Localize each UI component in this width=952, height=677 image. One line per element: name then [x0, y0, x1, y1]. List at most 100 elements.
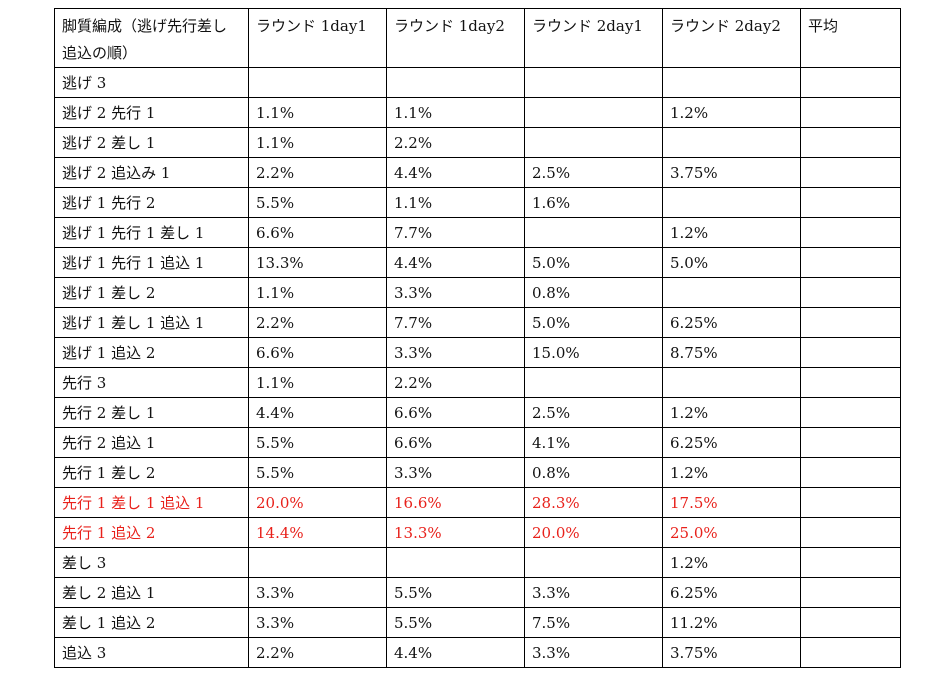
cell-round2-day1	[524, 547, 663, 578]
cell-average	[800, 187, 901, 218]
cell-average	[800, 247, 901, 278]
cell-round2-day2: 5.0%	[662, 247, 801, 278]
header-round2-day1: ラウンド 2day1	[524, 8, 663, 68]
table-row: 追込 3 2.2% 4.4% 3.3% 3.75%	[54, 637, 901, 668]
table-row: 先行 2 差し 1 4.4% 6.6% 2.5% 1.2%	[54, 397, 901, 428]
cell-round1-day1: 20.0%	[248, 487, 387, 518]
cell-round1-day2: 3.3%	[386, 337, 525, 368]
header-round1-day2: ラウンド 1day2	[386, 8, 525, 68]
header-average: 平均	[800, 8, 901, 68]
cell-round1-day2: 3.3%	[386, 277, 525, 308]
cell-average	[800, 157, 901, 188]
cell-average	[800, 337, 901, 368]
cell-average	[800, 487, 901, 518]
cell-round1-day1	[248, 67, 387, 98]
formation-label: 差し 1 追込 2	[54, 607, 249, 638]
cell-round1-day2: 6.6%	[386, 427, 525, 458]
cell-round2-day1: 20.0%	[524, 517, 663, 548]
cell-round1-day1: 3.3%	[248, 577, 387, 608]
cell-round1-day2	[386, 67, 525, 98]
cell-average	[800, 427, 901, 458]
formation-label: 差し 2 追込 1	[54, 577, 249, 608]
cell-round2-day2	[662, 277, 801, 308]
cell-round1-day1: 6.6%	[248, 217, 387, 248]
table-row: 先行 1 差し 2 5.5% 3.3% 0.8% 1.2%	[54, 457, 901, 488]
table-row: 差し 1 追込 2 3.3% 5.5% 7.5% 11.2%	[54, 607, 901, 638]
cell-round2-day2: 8.75%	[662, 337, 801, 368]
formation-label: 追込 3	[54, 637, 249, 668]
cell-average	[800, 457, 901, 488]
table-row: 先行 2 追込 1 5.5% 6.6% 4.1% 6.25%	[54, 427, 901, 458]
formation-label: 先行 1 差し 1 追込 1	[54, 487, 249, 518]
table-row: 逃げ 1 追込 2 6.6% 3.3% 15.0% 8.75%	[54, 337, 901, 368]
header-round1-day1: ラウンド 1day1	[248, 8, 387, 68]
formation-label: 逃げ 1 先行 2	[54, 187, 249, 218]
cell-average	[800, 217, 901, 248]
table-row: 先行 1 差し 1 追込 1 20.0% 16.6% 28.3% 17.5%	[54, 487, 901, 518]
table-row: 逃げ 1 差し 1 追込 1 2.2% 7.7% 5.0% 6.25%	[54, 307, 901, 338]
cell-round1-day2: 4.4%	[386, 157, 525, 188]
header-formation: 脚質編成（逃げ先行差し追込の順）	[54, 8, 249, 68]
cell-round2-day2: 3.75%	[662, 637, 801, 668]
table-row: 差し 3 1.2%	[54, 547, 901, 578]
formation-label: 逃げ 2 追込み 1	[54, 157, 249, 188]
cell-round2-day2: 1.2%	[662, 97, 801, 128]
cell-round1-day1: 2.2%	[248, 307, 387, 338]
cell-round2-day1: 5.0%	[524, 307, 663, 338]
cell-round1-day2: 13.3%	[386, 517, 525, 548]
cell-round1-day1: 5.5%	[248, 457, 387, 488]
cell-round2-day2: 6.25%	[662, 307, 801, 338]
cell-round1-day1: 14.4%	[248, 517, 387, 548]
cell-round2-day2: 17.5%	[662, 487, 801, 518]
table-row: 逃げ 1 先行 1 差し 1 6.6% 7.7% 1.2%	[54, 217, 901, 248]
cell-round1-day2: 3.3%	[386, 457, 525, 488]
cell-round2-day1: 4.1%	[524, 427, 663, 458]
cell-round2-day1: 0.8%	[524, 277, 663, 308]
cell-round1-day1	[248, 547, 387, 578]
cell-round2-day2	[662, 367, 801, 398]
cell-round2-day2: 6.25%	[662, 577, 801, 608]
cell-round2-day2: 1.2%	[662, 457, 801, 488]
cell-round1-day2: 6.6%	[386, 397, 525, 428]
cell-round1-day2: 2.2%	[386, 367, 525, 398]
cell-round2-day2: 1.2%	[662, 547, 801, 578]
table-row: 先行 3 1.1% 2.2%	[54, 367, 901, 398]
cell-round1-day2: 5.5%	[386, 607, 525, 638]
formation-label: 逃げ 1 先行 1 差し 1	[54, 217, 249, 248]
cell-average	[800, 547, 901, 578]
formation-label: 先行 2 追込 1	[54, 427, 249, 458]
cell-round2-day1: 3.3%	[524, 637, 663, 668]
table-row: 逃げ 2 追込み 1 2.2% 4.4% 2.5% 3.75%	[54, 157, 901, 188]
cell-round2-day1: 2.5%	[524, 397, 663, 428]
table-row: 逃げ 3	[54, 67, 901, 98]
cell-round2-day1: 2.5%	[524, 157, 663, 188]
header-round2-day2: ラウンド 2day2	[662, 8, 801, 68]
formation-label: 逃げ 2 先行 1	[54, 97, 249, 128]
cell-average	[800, 67, 901, 98]
formation-label: 逃げ 3	[54, 67, 249, 98]
formation-label: 逃げ 1 差し 1 追込 1	[54, 307, 249, 338]
formation-label: 逃げ 1 差し 2	[54, 277, 249, 308]
formation-label: 逃げ 1 追込 2	[54, 337, 249, 368]
formation-label: 先行 1 差し 2	[54, 457, 249, 488]
cell-average	[800, 127, 901, 158]
cell-round1-day1: 2.2%	[248, 157, 387, 188]
cell-round1-day2: 4.4%	[386, 637, 525, 668]
cell-round2-day1: 15.0%	[524, 337, 663, 368]
cell-round2-day2: 6.25%	[662, 427, 801, 458]
cell-round2-day1: 7.5%	[524, 607, 663, 638]
cell-round2-day2: 1.2%	[662, 217, 801, 248]
cell-round1-day2: 7.7%	[386, 307, 525, 338]
cell-round2-day1: 3.3%	[524, 577, 663, 608]
cell-round2-day1	[524, 217, 663, 248]
cell-round1-day2: 2.2%	[386, 127, 525, 158]
table-body: 逃げ 3 逃げ 2 先行 1 1.1% 1.1% 1.2% 逃げ 2 差し 1 1.1% 2.…	[54, 67, 901, 668]
cell-average	[800, 97, 901, 128]
table-row: 逃げ 1 差し 2 1.1% 3.3% 0.8%	[54, 277, 901, 308]
cell-round1-day2: 1.1%	[386, 97, 525, 128]
formation-label: 逃げ 1 先行 1 追込 1	[54, 247, 249, 278]
cell-average	[800, 577, 901, 608]
cell-round1-day1: 1.1%	[248, 277, 387, 308]
cell-round1-day2: 16.6%	[386, 487, 525, 518]
cell-round1-day2: 1.1%	[386, 187, 525, 218]
